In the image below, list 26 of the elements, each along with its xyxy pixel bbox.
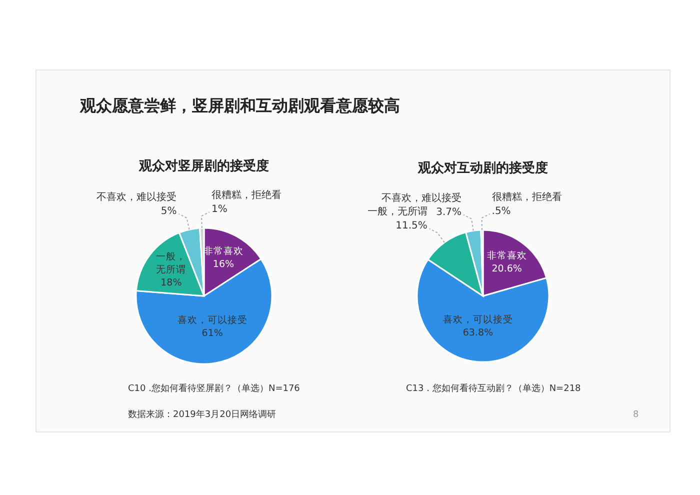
data-label: 16% [212, 259, 234, 270]
data-label: 1% [212, 204, 228, 216]
data-label: 63.8% [462, 328, 494, 339]
slice-label: 很糟糕，拒绝看 [212, 189, 282, 202]
slice-label: 非常喜欢 [486, 249, 527, 262]
text: C13 . 您如何看待互动剧？（单选）N=218 [406, 383, 582, 394]
text: C10 .您如何看待竖屏剧？（单选）N=176 [128, 383, 300, 394]
chart-title: 观众对竖屏剧的接受度 [138, 158, 269, 174]
slice-label: 喜欢，可以接受 [442, 314, 513, 326]
data-label: 11.5% [396, 220, 428, 232]
slice-label: 一般，无所谓 [156, 252, 186, 276]
text: 观众愿意尝鲜，竖屏剧和互动剧观看意愿较高 [79, 96, 400, 115]
data-label: 20.6% [492, 263, 522, 274]
slice-label: 喜欢，可以接受 [177, 314, 248, 326]
chart-title: 观众对互动剧的接受度 [417, 160, 548, 176]
source-note: 数据来源：2019年3月20日网络调研 [128, 409, 276, 420]
data-label: .5% [492, 206, 511, 218]
data-label: 5% [160, 206, 177, 217]
data-label: 3.7% [436, 206, 462, 218]
text: 8 [633, 410, 639, 420]
slice-label: 不喜欢，难以接受 [382, 192, 462, 204]
slice-label: 很糟糕，拒绝看 [492, 191, 562, 204]
slice-label: 一般，无所谓 [367, 206, 428, 218]
slice-label: 不喜欢，难以接受 [96, 190, 177, 203]
data-label: 18% [160, 278, 182, 289]
data-label: 61% [202, 328, 223, 339]
